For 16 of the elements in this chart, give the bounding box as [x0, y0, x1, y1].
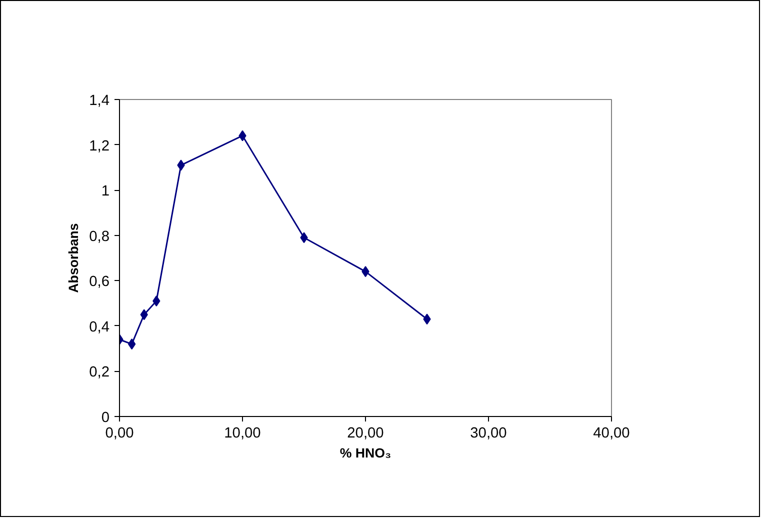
y-tick-label: 1,2: [89, 138, 110, 154]
x-tick-label: 10,00: [224, 426, 261, 442]
point: [128, 338, 136, 350]
y-tick-label: 1,4: [89, 93, 110, 109]
x-tick-label: 40,00: [593, 426, 630, 442]
x-tick-label: 0,00: [105, 426, 134, 442]
y-tick-label: 0: [101, 410, 110, 426]
x-tick-label: 30,00: [470, 426, 507, 442]
y-tick-label: 0,4: [89, 319, 110, 336]
y-tick-label: 1: [101, 184, 110, 200]
y-tick-label: 0,6: [89, 274, 110, 290]
y-tick-label: 0,2: [89, 364, 110, 381]
x-axis-title: % HNO₃: [340, 446, 392, 460]
y-tick-label: 0,8: [89, 228, 110, 245]
y-axis-title: Absorbans: [66, 223, 82, 293]
x-tick-label: 20,00: [347, 426, 384, 442]
